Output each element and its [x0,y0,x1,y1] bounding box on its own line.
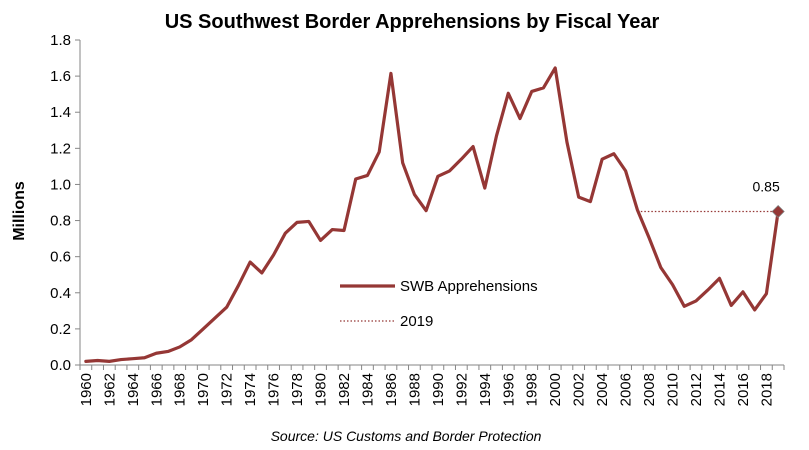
legend-label-swb-apprehensions: SWB Apprehensions [400,278,538,295]
x-tick-label: 1960 [78,373,95,406]
x-tick-label: 1968 [172,373,189,406]
axes: 0.0 0.2 0.4 0.6 0.8 1.0 1.2 1.4 1.6 1.8 1960 1962 19… [50,32,785,406]
x-tick-label: 2016 [735,373,752,406]
x-tick-label: 1976 [266,373,283,406]
x-tick-label: 1996 [500,373,517,406]
y-tick-label: 0.2 [50,321,71,338]
chart-title: US Southwest Border Apprehensions by Fis… [165,11,660,33]
x-tick-label: 1988 [406,373,423,406]
x-tick-label: 1962 [101,373,118,406]
y-tick-label: 1.8 [50,32,71,49]
x-tick-label: 1974 [242,373,259,406]
legend: SWB Apprehensions 2019 [340,278,538,330]
y-tick-label: 1.2 [50,140,71,157]
x-tick-label: 1986 [383,373,400,406]
x-tick-label: 2004 [594,373,611,406]
x-tick-label: 1970 [195,373,212,406]
marker-2019-diamond [771,204,785,219]
x-tick-label: 2002 [571,373,588,406]
x-tick-label: 1972 [219,373,236,406]
x-tick-label: 2014 [711,373,728,406]
x-tick-label: 2010 [665,373,682,406]
plot-area: 0.85 [84,66,785,363]
x-tick-label: 1984 [359,373,376,406]
x-tick-label: 1992 [453,373,470,406]
x-tick-label: 1980 [313,373,330,406]
x-tick-label: 1966 [148,373,165,406]
x-tick-label: 1990 [430,373,447,406]
x-tick-label: 1994 [477,373,494,406]
x-tick-label: 1978 [289,373,306,406]
y-tick-label: 0.8 [50,213,71,230]
source-note: Source: US Customs and Border Protection [271,428,542,444]
x-tick-label: 2000 [547,373,564,406]
y-tick-label: 1.0 [50,176,71,193]
series-line-swb-apprehensions [84,66,780,363]
x-tick-label: 2006 [618,373,635,406]
x-tick-label: 1982 [336,373,353,406]
data-label-2019: 0.85 [753,179,780,195]
y-tick-label: 1.6 [50,68,71,85]
y-tick-label: 0.6 [50,249,71,266]
x-tick-label: 1998 [524,373,541,406]
legend-label-2019: 2019 [400,313,433,330]
y-axis-label: Millions [11,181,28,241]
x-tick-label: 2018 [758,373,775,406]
y-tick-label: 0.0 [50,357,71,374]
y-tick-label: 1.4 [50,104,71,121]
x-tick-label: 2008 [641,373,658,406]
x-tick-label: 2012 [688,373,705,406]
x-tick-label: 1964 [125,373,142,406]
y-tick-label: 0.4 [50,285,71,302]
